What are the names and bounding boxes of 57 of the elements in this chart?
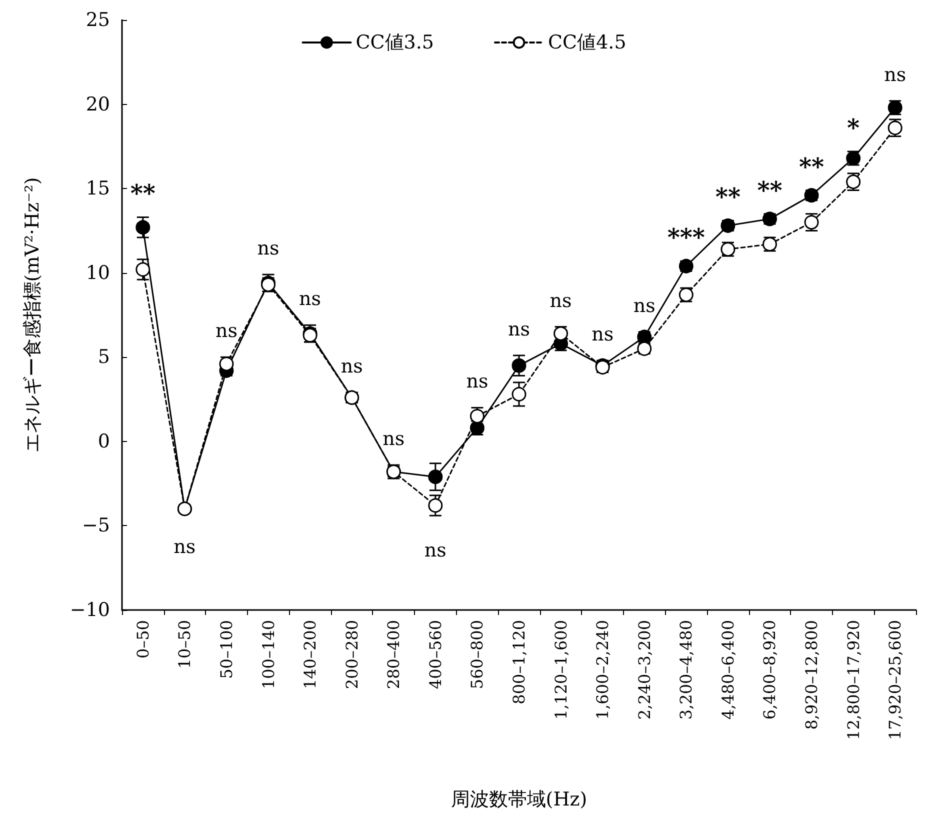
point [428,498,443,513]
x-tick-label: 3,200–4,480 [676,620,696,720]
annotation: ** [757,175,783,204]
x-tick-label: 400–560 [426,620,445,690]
y-tick-label: 5 [98,346,110,368]
annotation: ns [592,324,614,346]
point [136,220,150,235]
y-tick-label: 10 [86,262,110,284]
x-tick-label: 17,920–25,600 [886,620,905,740]
x-tick-label: 0–50 [133,620,152,659]
x-tick-label: 6,400–8,920 [760,620,780,720]
annotation: ns [382,428,405,450]
x-tick-label: 200–280 [342,620,362,690]
legend-label: CC値4.5 [548,32,626,54]
x-tick-label: 1,600–2,240 [593,620,612,720]
x-tick-label: 2,240–3,200 [634,620,654,720]
annotation: ns [340,356,363,378]
annotation: ns [550,290,572,312]
point [512,358,526,373]
annotation: ns [424,540,446,562]
annotation: ns [215,320,238,342]
point [136,262,150,277]
x-tick-label: 12,800–17,920 [844,620,863,740]
x-tick-label: 1,120–1,600 [551,620,570,720]
x-tick-label: 560–800 [468,620,487,690]
point [219,356,234,372]
annotation: ns [884,64,906,86]
annotation: ** [715,182,741,212]
x-tick-label: 50–100 [216,620,236,679]
y-tick-label: −10 [70,599,110,621]
point [428,470,443,484]
x-axis-title: 周波数帯域(Hz) [450,788,588,810]
annotation: ns [466,370,488,393]
point [512,386,526,402]
annotation: ns [174,536,196,558]
y-tick-label: 20 [86,93,110,116]
x-tick-label: 10–50 [175,620,194,669]
annotation: ns [257,238,280,260]
annotation: ns [299,288,322,310]
legend-label: CC値3.5 [356,32,434,54]
x-tick-label: 800–1,120 [510,620,528,704]
annotation: * [847,112,860,142]
x-tick-label: 280–400 [384,620,404,690]
y-tick-label: 25 [86,9,110,31]
y-tick-label: −5 [82,514,110,537]
x-tick-label: 140–200 [300,620,320,690]
y-tick-label: 0 [98,430,110,452]
x-tick-label: 4,480–6,400 [718,620,738,720]
annotation: ns [633,294,656,317]
y-tick-label: 15 [86,178,110,200]
x-tick-label: 100–140 [258,620,278,690]
annotation: ns [508,318,530,340]
annotation: *** [667,222,706,252]
annotation: ** [798,152,825,181]
y-axis-title: エネルギー食感指標(mV²·Hz⁻²) [22,177,44,453]
annotation: ** [130,178,156,208]
x-tick-label: 8,920–12,800 [802,620,822,730]
